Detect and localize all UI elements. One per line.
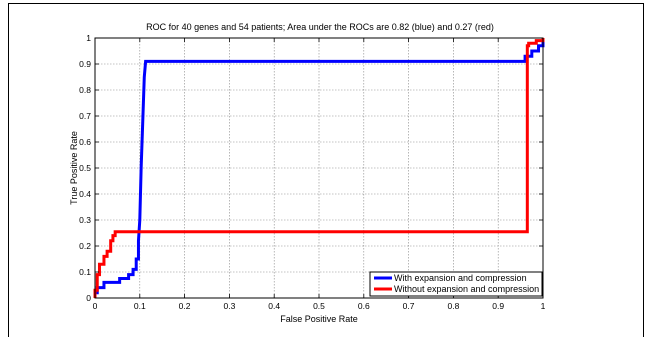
legend-box <box>369 271 543 297</box>
y-tick-label: 0.5 <box>79 163 91 173</box>
series-with-expansion-line <box>93 38 545 298</box>
x-tick-label: 1 <box>541 301 546 311</box>
y-tick-label: 0.2 <box>79 241 91 251</box>
y-tick-label: 0.6 <box>79 137 91 147</box>
x-tick-label: 0.9 <box>492 301 504 311</box>
y-tick-label: 0.4 <box>79 189 91 199</box>
x-axis-ticks: 0 0.1 0.2 0.3 0.4 0.5 0.6 0.7 0.8 0.9 1 <box>93 38 546 311</box>
legend-label-with: With expansion and compression <box>394 273 527 283</box>
x-tick-label: 0 <box>93 301 98 311</box>
legend-label-without: Without expansion and compression <box>394 284 539 294</box>
y-tick-label: 1 <box>86 33 91 43</box>
series-without-expansion-line <box>93 38 545 298</box>
y-tick-label: 0 <box>86 293 91 303</box>
legend: With expansion and compression Without e… <box>369 271 543 297</box>
y-axis-ticks: 0 0.1 0.2 0.3 0.4 0.5 0.6 0.7 0.8 0.9 1 <box>79 33 543 303</box>
x-tick-label: 0.7 <box>403 301 415 311</box>
x-tick-label: 0.6 <box>358 301 370 311</box>
x-tick-label: 0.1 <box>134 301 146 311</box>
y-tick-label: 0.7 <box>79 111 91 121</box>
x-tick-label: 0.2 <box>179 301 191 311</box>
x-tick-label: 0.5 <box>313 301 325 311</box>
x-tick-label: 0.3 <box>223 301 235 311</box>
figure-frame <box>8 3 644 337</box>
x-tick-label: 0.4 <box>268 301 280 311</box>
y-tick-label: 0.3 <box>79 215 91 225</box>
series-lines <box>93 38 545 298</box>
y-tick-label: 0.9 <box>79 59 91 69</box>
y-tick-label: 0.8 <box>79 85 91 95</box>
x-tick-label: 0.8 <box>447 301 459 311</box>
chart-title: ROC for 40 genes and 54 patients; Area u… <box>146 22 494 32</box>
y-axis-label: True Positive Rate <box>69 131 79 205</box>
x-axis-label: False Positive Rate <box>280 314 358 324</box>
y-tick-label: 0.1 <box>79 267 91 277</box>
